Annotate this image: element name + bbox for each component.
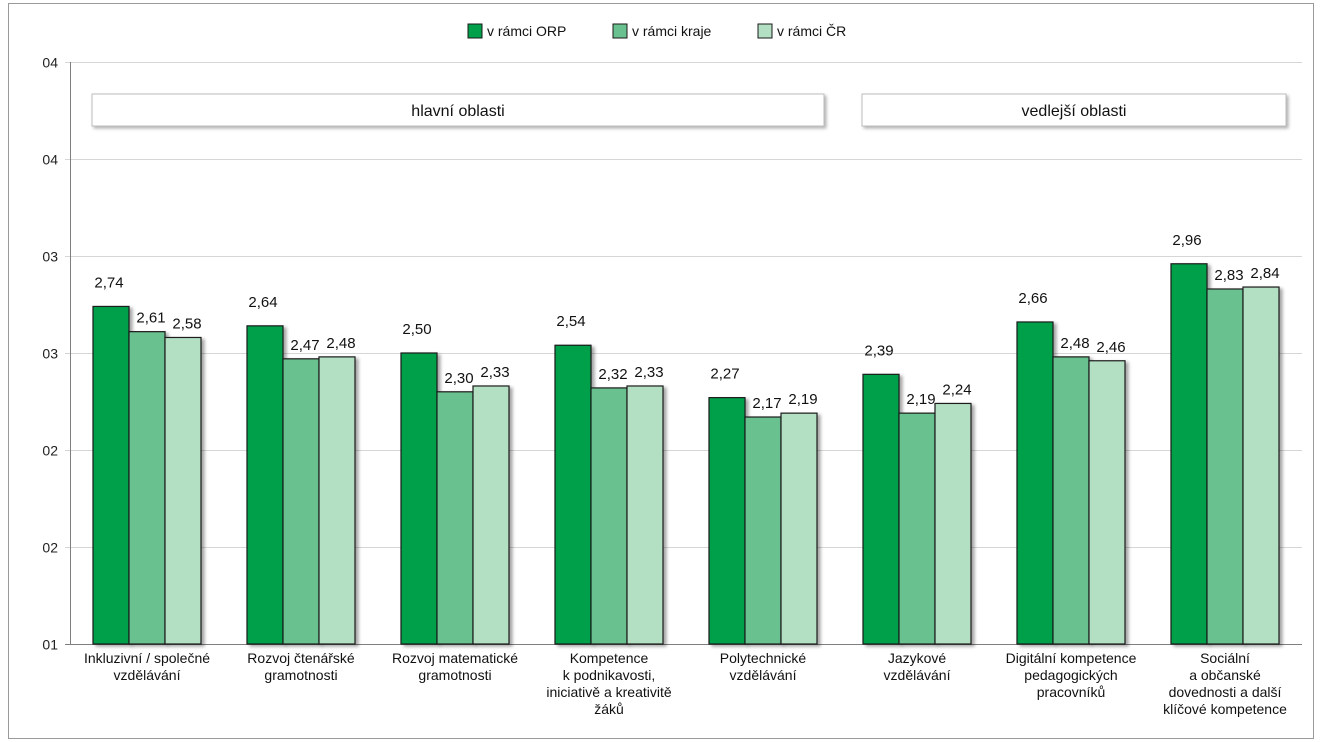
legend-swatch	[612, 23, 628, 39]
bar	[1242, 286, 1280, 645]
legend-label: v rámci ČR	[777, 23, 846, 39]
group-box	[861, 93, 1287, 127]
y-tick-label: 01	[42, 637, 58, 653]
data-label: 2,84	[1250, 265, 1279, 282]
y-tick-label: 02	[42, 443, 58, 459]
data-label: 2,50	[402, 321, 431, 338]
bar	[1206, 288, 1244, 645]
data-label: 2,61	[136, 310, 165, 327]
bar	[1052, 356, 1090, 645]
bar	[1170, 263, 1208, 645]
bar	[92, 305, 130, 645]
data-label: 2,19	[906, 391, 935, 408]
group-box	[91, 93, 825, 127]
data-label: 2,47	[290, 337, 319, 354]
bar	[282, 358, 320, 645]
x-category-label: Rozvoj matematické gramotnosti	[392, 650, 518, 683]
y-tick-label: 04	[42, 152, 58, 168]
data-label: 2,83	[1214, 267, 1243, 284]
bar	[164, 336, 202, 645]
data-label: 2,96	[1172, 232, 1201, 249]
data-label: 2,64	[248, 294, 277, 311]
group-label: vedlejší oblasti	[1022, 103, 1127, 120]
legend: v rámci ORP v rámci kraje v rámci ČR	[467, 23, 846, 39]
data-label: 2,30	[444, 370, 473, 387]
data-label: 2,54	[556, 313, 585, 330]
data-label: 2,33	[480, 364, 509, 381]
x-category-label: Digitální kompetence pedagogických pracovn…	[1006, 650, 1137, 700]
group-boxes: hlavní oblasti vedlejší oblasti	[91, 93, 1287, 127]
bar	[934, 402, 972, 645]
data-label: 2,66	[1018, 290, 1047, 307]
data-label: 2,74	[94, 274, 123, 291]
bar	[708, 397, 746, 645]
data-label: 2,48	[326, 335, 355, 352]
data-label: 2,39	[864, 342, 893, 359]
legend-label: v rámci ORP	[487, 23, 566, 39]
data-label: 2,24	[942, 381, 971, 398]
data-labels: 2,74 2,64 2,50 2,54 2,27 2,39 2,66 2,96 2,61 2,47…	[94, 232, 1279, 412]
bar	[626, 385, 664, 645]
y-tick-label: 04	[42, 55, 58, 71]
y-tick-label: 03	[42, 249, 58, 265]
x-category-label: Kompetence k podnikavosti, iniciativě a kr…	[546, 650, 671, 717]
data-label: 2,32	[598, 366, 627, 383]
data-label: 2,48	[1060, 335, 1089, 352]
x-axis: Inkluzivní / společné vzdělávání Rozvoj čt…	[84, 650, 1287, 717]
bar	[436, 391, 474, 645]
bar	[472, 385, 510, 645]
bar	[128, 331, 166, 645]
bar	[400, 352, 438, 645]
bar	[862, 373, 900, 645]
data-label: 2,17	[752, 395, 781, 412]
bars	[92, 263, 1280, 645]
bar	[744, 416, 782, 645]
x-category-label: Sociální a občanské dovednosti a další klíč…	[1163, 650, 1287, 717]
x-category-label: Rozvoj čtenářské gramotnosti	[247, 650, 355, 683]
bar	[780, 412, 818, 645]
x-category-label: Polytechnické vzdělávání	[720, 650, 807, 683]
bar	[318, 356, 356, 645]
legend-swatch	[467, 23, 483, 39]
legend-swatch	[757, 23, 773, 39]
data-label: 2,19	[788, 391, 817, 408]
group-label: hlavní oblasti	[411, 103, 504, 120]
x-category-label: Inkluzivní / společné vzdělávání	[84, 650, 210, 683]
bar	[246, 325, 284, 645]
bar	[898, 412, 936, 645]
bar	[590, 387, 628, 645]
data-label: 2,27	[710, 366, 739, 383]
y-tick-label: 03	[42, 346, 58, 362]
bar	[554, 344, 592, 645]
y-axis: 01 02 02 03 03 04 04	[42, 55, 71, 653]
data-label: 2,46	[1096, 339, 1125, 356]
data-label: 2,58	[172, 315, 201, 332]
bar	[1088, 360, 1126, 645]
data-label: 2,33	[634, 364, 663, 381]
x-category-label: Jazykové vzdělávání	[884, 650, 951, 683]
bar	[1016, 321, 1054, 645]
legend-label: v rámci kraje	[632, 23, 712, 39]
y-tick-label: 02	[42, 540, 58, 556]
